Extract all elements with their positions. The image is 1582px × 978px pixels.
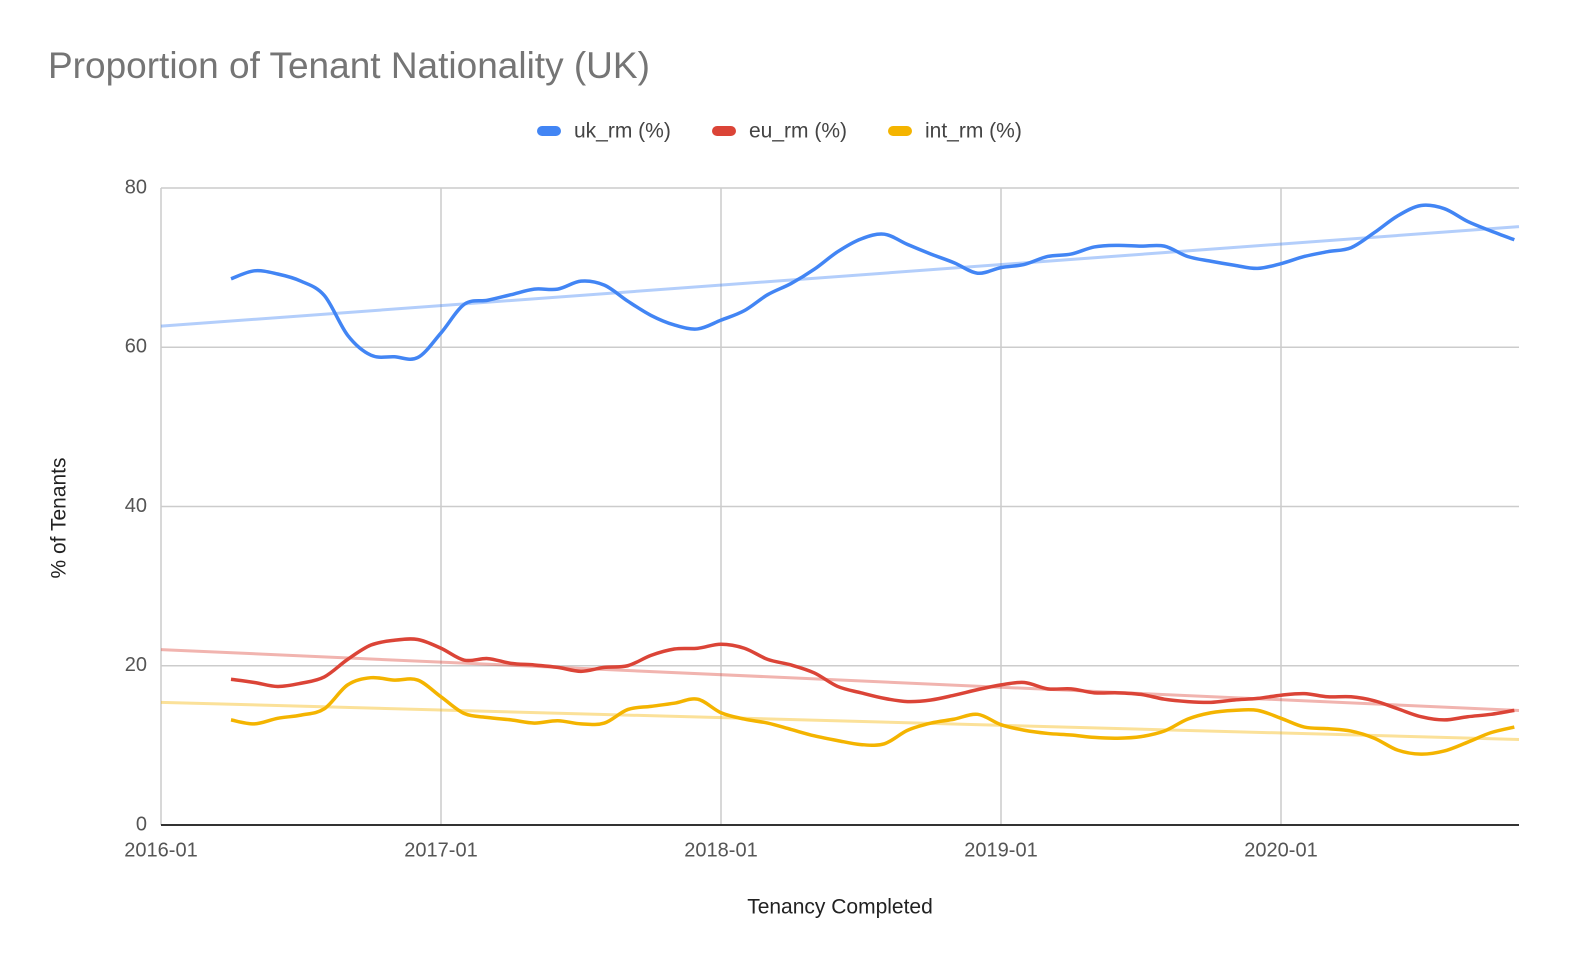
series-line [230, 203, 1515, 361]
y-tick-label: 0 [136, 813, 147, 835]
legend-label: uk_rm (%) [574, 120, 671, 143]
legend-swatch [888, 126, 912, 136]
x-tick-label: 2017-01 [404, 839, 477, 861]
y-axis-label: % of Tenants [48, 457, 71, 578]
y-tick-label: 60 [125, 336, 147, 358]
chart-title: Proportion of Tenant Nationality (UK) [48, 45, 650, 86]
x-tick-label: 2016-01 [124, 839, 197, 861]
y-tick-label: 40 [125, 495, 147, 517]
x-tick-label: 2019-01 [964, 839, 1037, 861]
legend-swatch [537, 126, 561, 136]
x-axis-label: Tenancy Completed [747, 896, 933, 919]
legend-swatch [712, 126, 736, 136]
x-tick-label: 2018-01 [684, 839, 757, 861]
series-line [230, 675, 1515, 756]
trendline [160, 700, 1520, 741]
y-tick-label: 80 [125, 176, 147, 198]
x-tick-label: 2020-01 [1244, 839, 1317, 861]
trendline [160, 648, 1520, 712]
y-tick-label: 20 [125, 654, 147, 676]
legend-label: int_rm (%) [925, 120, 1022, 143]
trendline [160, 225, 1520, 328]
legend-label: eu_rm (%) [749, 120, 847, 143]
series-line [230, 637, 1515, 722]
